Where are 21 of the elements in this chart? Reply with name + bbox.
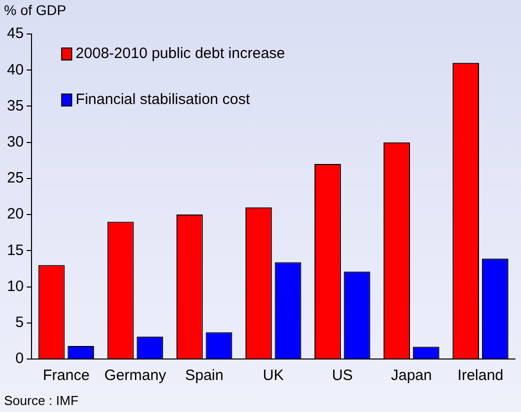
y-tick-label: 5 <box>15 314 24 332</box>
x-tick-label: UK <box>262 367 284 384</box>
y-tick-label: 0 <box>15 350 24 368</box>
source-note: Source : IMF <box>4 393 78 408</box>
y-axis-title: % of GDP <box>4 2 66 18</box>
legend-label: Financial stabilisation cost <box>76 91 251 108</box>
x-tick-label: Germany <box>104 367 167 384</box>
y-tick-label: 45 <box>6 25 24 42</box>
x-tick-label: France <box>42 367 90 384</box>
x-tick-label: US <box>332 367 353 384</box>
y-tick-label: 30 <box>6 133 24 150</box>
y-tick-label: 40 <box>6 61 24 78</box>
x-tick-label: Japan <box>390 367 432 384</box>
x-tick-label: Ireland <box>458 367 504 384</box>
y-tick-label: 10 <box>6 278 24 295</box>
y-tick-label: 25 <box>6 170 24 187</box>
y-tick-label: 35 <box>6 97 24 114</box>
y-tick-label: 20 <box>6 206 24 223</box>
x-tick-label: Spain <box>185 367 224 384</box>
y-tick-label: 15 <box>6 242 24 259</box>
legend-label: 2008-2010 public debt increase <box>76 45 286 62</box>
